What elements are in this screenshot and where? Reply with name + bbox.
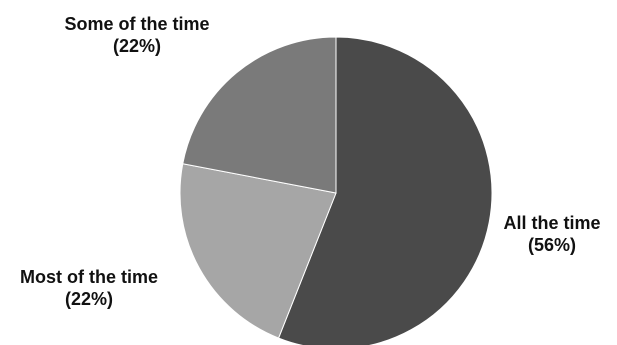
slice-label-text: All the time [503,213,601,233]
label-all-the-time: All the time (56%) [497,212,607,256]
label-most-of-the-time: Most of the time (22%) [4,266,174,310]
slice-percent-text: (56%) [527,235,576,255]
slice-percent-text: (22%) [112,36,161,56]
slice-percent-text: (22%) [64,289,113,309]
slice-some-of-the-time [182,36,337,194]
slice-label-text: Most of the time [20,267,158,287]
label-some-of-the-time: Some of the time (22%) [52,13,222,57]
slice-all-the-time [277,36,493,345]
slice-most-of-the-time [179,163,337,339]
slice-label-text: Some of the time [64,14,210,34]
